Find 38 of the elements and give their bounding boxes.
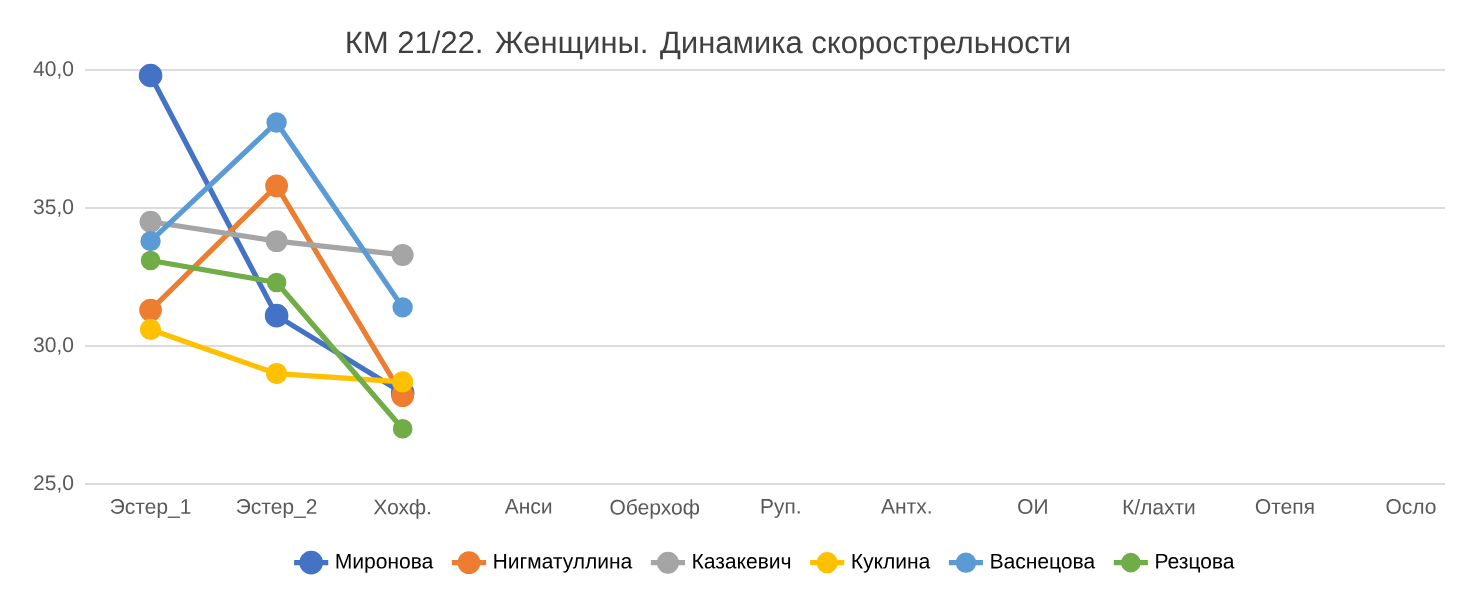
point bbox=[139, 210, 162, 233]
point bbox=[266, 112, 287, 133]
y-tick-label: 30,0 bbox=[33, 337, 74, 355]
x-tick-label: Отепя bbox=[1255, 499, 1314, 514]
x-tick-label: Эстер_2 bbox=[236, 499, 317, 519]
x-tick-label: Осло bbox=[1386, 499, 1436, 514]
x-tick-label: К/лахти bbox=[1123, 499, 1195, 515]
point bbox=[139, 298, 162, 322]
legend-label: Миронова bbox=[336, 553, 434, 573]
legend-label: Резцова bbox=[1156, 553, 1235, 573]
x-tick-label: Эстер_1 bbox=[110, 499, 191, 519]
legend-label: Казакевич bbox=[693, 553, 791, 569]
legend-label: Нигматуллина bbox=[494, 553, 633, 573]
point bbox=[266, 272, 287, 293]
point bbox=[392, 297, 413, 318]
x-tick-label: ОИ bbox=[1018, 499, 1047, 514]
legend-label: Куклина bbox=[852, 553, 931, 573]
y-tick-label: 25,0 bbox=[34, 475, 74, 493]
point bbox=[140, 250, 161, 271]
chart-title: КМ 21/22. Женщины. Динамика скорострельности bbox=[347, 30, 1070, 60]
x-tick-label: Хохф. bbox=[373, 499, 431, 519]
point bbox=[264, 303, 289, 328]
point bbox=[138, 63, 163, 88]
y-tick-label: 35,0 bbox=[33, 199, 74, 217]
x-tick-label: Антх. bbox=[881, 499, 931, 514]
point bbox=[265, 174, 288, 198]
y-tick-label: 40,0 bbox=[33, 61, 74, 79]
point bbox=[392, 419, 413, 439]
point bbox=[392, 371, 414, 393]
x-tick-label: Анси bbox=[504, 499, 552, 514]
point bbox=[265, 230, 288, 253]
point bbox=[140, 230, 161, 252]
point bbox=[139, 318, 162, 341]
legend-label: Васнецова bbox=[991, 553, 1096, 573]
x-tick-label: Оберхоф bbox=[610, 499, 700, 519]
x-tick-label: Руп. bbox=[761, 499, 800, 518]
point bbox=[266, 363, 288, 385]
point bbox=[391, 243, 414, 266]
